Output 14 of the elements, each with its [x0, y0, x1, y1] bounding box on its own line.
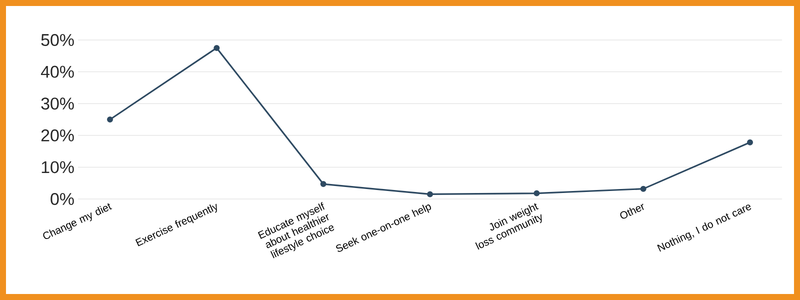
- point: [640, 186, 646, 192]
- point: [427, 191, 434, 198]
- x-tick-label: Other: [620, 204, 644, 219]
- y-tick-label: 10%: [42, 161, 74, 174]
- y-tick-label: 30%: [41, 98, 74, 110]
- y-tick-label: 20%: [41, 129, 74, 142]
- y-tick-label: 0%: [50, 193, 74, 205]
- y-tick-label: 50%: [41, 34, 74, 46]
- point: [747, 139, 754, 146]
- y-tick-label: 40%: [40, 66, 74, 78]
- point: [107, 116, 113, 123]
- point: [214, 44, 220, 51]
- point: [320, 181, 326, 188]
- point: [534, 190, 540, 196]
